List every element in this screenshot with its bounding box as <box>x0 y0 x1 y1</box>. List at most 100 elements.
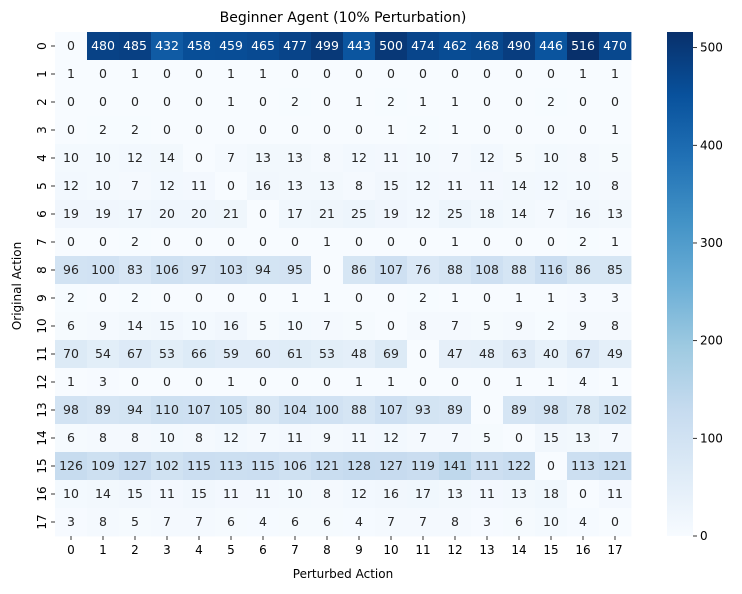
heatmap-cell <box>151 172 184 201</box>
cell-value-label: 7 <box>387 514 395 529</box>
cell-value-label: 490 <box>507 38 531 53</box>
heatmap-cell <box>87 284 120 313</box>
heatmap-cell <box>55 312 88 341</box>
cell-value-label: 1 <box>611 374 619 389</box>
heatmap-cell <box>311 424 344 453</box>
heatmap-cell <box>183 116 216 145</box>
heatmap-cell <box>247 32 280 61</box>
heatmap-cell <box>55 228 88 257</box>
cell-value-label: 93 <box>415 402 431 417</box>
cell-value-label: 21 <box>223 206 239 221</box>
heatmap-cell <box>407 88 440 117</box>
heatmap-cell <box>279 452 312 481</box>
cell-value-label: 14 <box>511 206 527 221</box>
cell-value-label: 113 <box>219 458 243 473</box>
cell-value-label: 0 <box>99 290 107 305</box>
heatmap-cell <box>599 284 632 313</box>
heatmap-cell <box>375 480 408 509</box>
heatmap-cell <box>183 172 216 201</box>
heatmap-cell <box>599 172 632 201</box>
cell-value-label: 83 <box>127 262 143 277</box>
y-tick-label: 0 <box>35 42 49 50</box>
cell-value-label: 69 <box>383 346 399 361</box>
colorbar-tick-label: 200 <box>700 334 723 348</box>
cell-value-label: 40 <box>543 346 559 361</box>
cell-value-label: 8 <box>323 150 331 165</box>
cell-value-label: 1 <box>547 374 555 389</box>
heatmap-cell <box>343 340 376 369</box>
cell-value-label: 17 <box>287 206 303 221</box>
heatmap-cell <box>407 424 440 453</box>
cell-value-label: 76 <box>415 262 431 277</box>
heatmap-cell <box>311 32 344 61</box>
heatmap-cell <box>311 396 344 425</box>
cell-value-label: 0 <box>387 290 395 305</box>
y-tick-label: 12 <box>35 374 49 389</box>
heatmap-cell <box>87 144 120 173</box>
cell-value-label: 12 <box>351 486 367 501</box>
heatmap-cell <box>279 284 312 313</box>
heatmap-cell <box>87 340 120 369</box>
cell-value-label: 8 <box>323 486 331 501</box>
cell-value-label: 2 <box>99 122 107 137</box>
cell-value-label: 1 <box>259 66 267 81</box>
heatmap-cell <box>343 452 376 481</box>
cell-value-label: 11 <box>287 430 303 445</box>
heatmap-cell <box>343 508 376 537</box>
heatmap-cell <box>407 508 440 537</box>
heatmap-cell <box>279 144 312 173</box>
heatmap-cell <box>535 284 568 313</box>
cell-value-label: 0 <box>291 122 299 137</box>
cell-value-label: 15 <box>543 430 559 445</box>
heatmap-cell <box>119 480 152 509</box>
cell-value-label: 7 <box>195 514 203 529</box>
heatmap-cell <box>215 452 248 481</box>
cell-value-label: 111 <box>475 458 499 473</box>
x-tick-label: 13 <box>479 543 494 557</box>
heatmap-cell <box>407 60 440 89</box>
cell-value-label: 141 <box>443 458 467 473</box>
cell-value-label: 0 <box>483 122 491 137</box>
heatmap-cell <box>599 396 632 425</box>
cell-value-label: 0 <box>163 234 171 249</box>
cell-value-label: 19 <box>95 206 111 221</box>
heatmap-cell <box>407 284 440 313</box>
cell-value-label: 115 <box>187 458 211 473</box>
heatmap-cell <box>503 256 536 285</box>
cell-value-label: 470 <box>603 38 627 53</box>
heatmap-cell <box>503 60 536 89</box>
heatmap-cell <box>599 228 632 257</box>
cell-value-label: 127 <box>379 458 403 473</box>
cell-value-label: 11 <box>447 178 463 193</box>
heatmap-cell <box>55 340 88 369</box>
cell-value-label: 0 <box>163 122 171 137</box>
heatmap-cell <box>151 32 184 61</box>
heatmap-cell <box>503 368 536 397</box>
cell-value-label: 1 <box>387 374 395 389</box>
cell-value-label: 7 <box>611 430 619 445</box>
heatmap-cell <box>151 88 184 117</box>
cell-value-label: 7 <box>419 430 427 445</box>
heatmap-cell <box>567 312 600 341</box>
cell-value-label: 105 <box>219 402 243 417</box>
heatmap-cell <box>87 88 120 117</box>
heatmap-cell <box>343 312 376 341</box>
heatmap-cell <box>311 200 344 229</box>
heatmap-cell <box>535 116 568 145</box>
heatmap-cell <box>119 116 152 145</box>
cell-value-label: 17 <box>415 486 431 501</box>
cell-value-label: 8 <box>579 150 587 165</box>
cell-value-label: 18 <box>479 206 495 221</box>
x-tick-label: 4 <box>195 543 203 557</box>
cell-value-label: 459 <box>219 38 243 53</box>
cell-value-label: 0 <box>355 290 363 305</box>
heatmap-cell <box>439 480 472 509</box>
heatmap-cell <box>567 116 600 145</box>
heatmap-cell <box>311 60 344 89</box>
heatmap-cell <box>343 88 376 117</box>
y-tick-label: 4 <box>35 154 49 162</box>
heatmap-cell <box>215 368 248 397</box>
heatmap-cell <box>535 508 568 537</box>
heatmap-cell-labels: 0 480 485 432 458 459 465 477 499 443 500 474 462 468… <box>59 38 627 529</box>
heatmap-cell <box>279 60 312 89</box>
